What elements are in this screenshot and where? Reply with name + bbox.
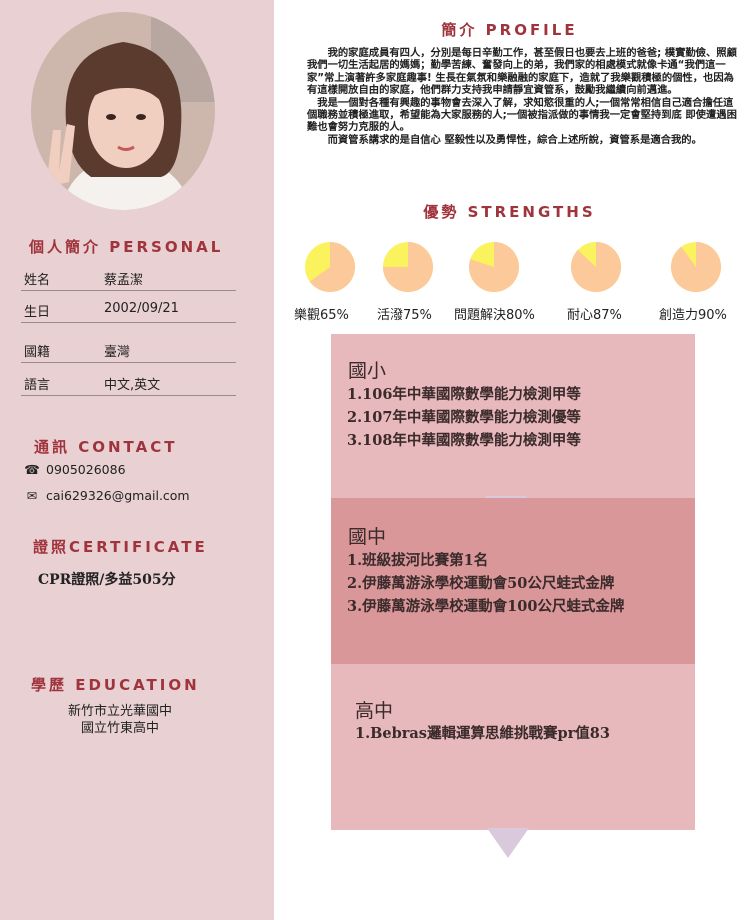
strength-pie-slice xyxy=(309,242,355,292)
timeline-item: 1.106年中華國際數學能力檢測甲等 xyxy=(347,386,581,403)
personal-row-language: 語言 中文,英文 xyxy=(21,371,236,396)
timeline-title: 國小 xyxy=(348,360,387,382)
phone-number: 0905026086 xyxy=(46,462,126,477)
timeline-block-senior-high: 高中 1.Bebras邏輯運算思維挑戰賽pr值83 xyxy=(331,664,695,830)
portrait-illustration xyxy=(31,12,215,210)
strength-pie-slice xyxy=(383,242,433,292)
strength-pie xyxy=(568,239,624,295)
personal-row-name: 姓名 蔡孟潔 xyxy=(21,266,236,291)
timeline-lines: 1.Bebras邏輯運算思維挑戰賽pr值83 xyxy=(355,722,610,745)
sidebar: 個人簡介 PERSONAL 姓名 蔡孟潔 生日 2002/09/21 國籍 臺灣… xyxy=(0,0,274,920)
timeline-item: 2.107年中華國際數學能力檢測優等 xyxy=(347,409,581,426)
strength-label: 創造力90% xyxy=(659,308,727,323)
profile-section-title: 簡介 PROFILE xyxy=(441,21,578,39)
strength-label: 問題解決80% xyxy=(454,308,535,323)
timeline-item: 1.Bebras邏輯運算思維挑戰賽pr值83 xyxy=(355,725,610,742)
timeline-item: 2.伊藤萬游泳學校運動會50公尺蛙式金牌 xyxy=(347,575,615,592)
education-section-title: 學歷 EDUCATION xyxy=(31,676,200,694)
timeline-item: 1.班級拔河比賽第1名 xyxy=(347,552,489,569)
education-school-2: 國立竹東高中 xyxy=(80,721,159,736)
timeline-item: 3.伊藤萬游泳學校運動會100公尺蛙式金牌 xyxy=(347,598,625,615)
education-school-1: 新竹市立光華國中 xyxy=(67,704,172,719)
timeline-lines: 1.班級拔河比賽第1名 2.伊藤萬游泳學校運動會50公尺蛙式金牌 3.伊藤萬游泳… xyxy=(347,549,697,618)
phone-icon: ☎ xyxy=(24,462,40,477)
personal-section-title: 個人簡介 PERSONAL xyxy=(29,238,224,256)
contact-section-title: 通訊 CONTACT xyxy=(34,438,178,456)
profile-text: 我的家庭成員有四人，分別是每日辛勤工作，甚至假日也要去上班的爸爸; 樸實勤儉、照… xyxy=(307,47,739,146)
profile-photo xyxy=(31,12,215,210)
contact-phone-row: ☎ 0905026086 xyxy=(24,462,126,477)
mail-icon: ✉ xyxy=(26,488,38,503)
personal-row-nationality: 國籍 臺灣 xyxy=(21,338,236,363)
timeline-lines: 1.106年中華國際數學能力檢測甲等 2.107年中華國際數學能力檢測優等 3.… xyxy=(347,383,581,452)
personal-row-birthday: 生日 2002/09/21 xyxy=(21,298,236,323)
strengths-section-title: 優勢 STRENGTHS xyxy=(423,203,596,221)
strength-label: 耐心87% xyxy=(567,308,622,323)
personal-label: 生日 xyxy=(24,305,51,320)
personal-value: 蔡孟潔 xyxy=(104,273,144,288)
profile-paragraph: 我是一個對各種有興趣的事物會去深入了解，求知慾很重的人;一個常常相信自己適合擔任… xyxy=(307,96,737,134)
timeline-arrow-3 xyxy=(487,828,529,858)
timeline-block-elementary: 國小 1.106年中華國際數學能力檢測甲等 2.107年中華國際數學能力檢測優等… xyxy=(331,334,695,498)
timeline-title: 高中 xyxy=(355,700,394,722)
profile-paragraph: 我的家庭成員有四人，分別是每日辛勤工作，甚至假日也要去上班的爸爸; 樸實勤儉、照… xyxy=(307,47,737,97)
strength-pie xyxy=(302,239,358,295)
certificate-section-title: 證照CERTIFICATE xyxy=(33,538,208,556)
personal-value: 中文,英文 xyxy=(104,378,161,393)
personal-label: 姓名 xyxy=(24,273,51,288)
strength-pie-slice xyxy=(671,242,721,292)
timeline-item: 3.108年中華國際數學能力檢測甲等 xyxy=(347,432,581,449)
certificate-text: CPR證照/多益505分 xyxy=(38,572,176,588)
timeline-block-junior-high: 國中 1.班級拔河比賽第1名 2.伊藤萬游泳學校運動會50公尺蛙式金牌 3.伊藤… xyxy=(331,498,695,664)
personal-label: 語言 xyxy=(24,378,51,393)
strength-pie xyxy=(466,239,522,295)
personal-label: 國籍 xyxy=(24,345,51,360)
timeline-title: 國中 xyxy=(348,526,387,548)
strength-pie xyxy=(380,239,436,295)
profile-paragraph: 而資管系講求的是自信心 堅毅性以及勇悍性，綜合上述所說，資管系是適合我的。 xyxy=(327,133,702,146)
email-address: cai629326@gmail.com xyxy=(46,488,190,503)
contact-email-row: ✉ cai629326@gmail.com xyxy=(24,488,190,503)
strength-pie xyxy=(668,239,724,295)
strength-pie-slice xyxy=(469,242,519,292)
strength-label: 活潑75% xyxy=(377,308,432,323)
strength-pie-slice xyxy=(571,242,621,292)
personal-value: 臺灣 xyxy=(104,345,131,360)
strength-label: 樂觀65% xyxy=(294,308,349,323)
personal-value: 2002/09/21 xyxy=(104,301,179,316)
